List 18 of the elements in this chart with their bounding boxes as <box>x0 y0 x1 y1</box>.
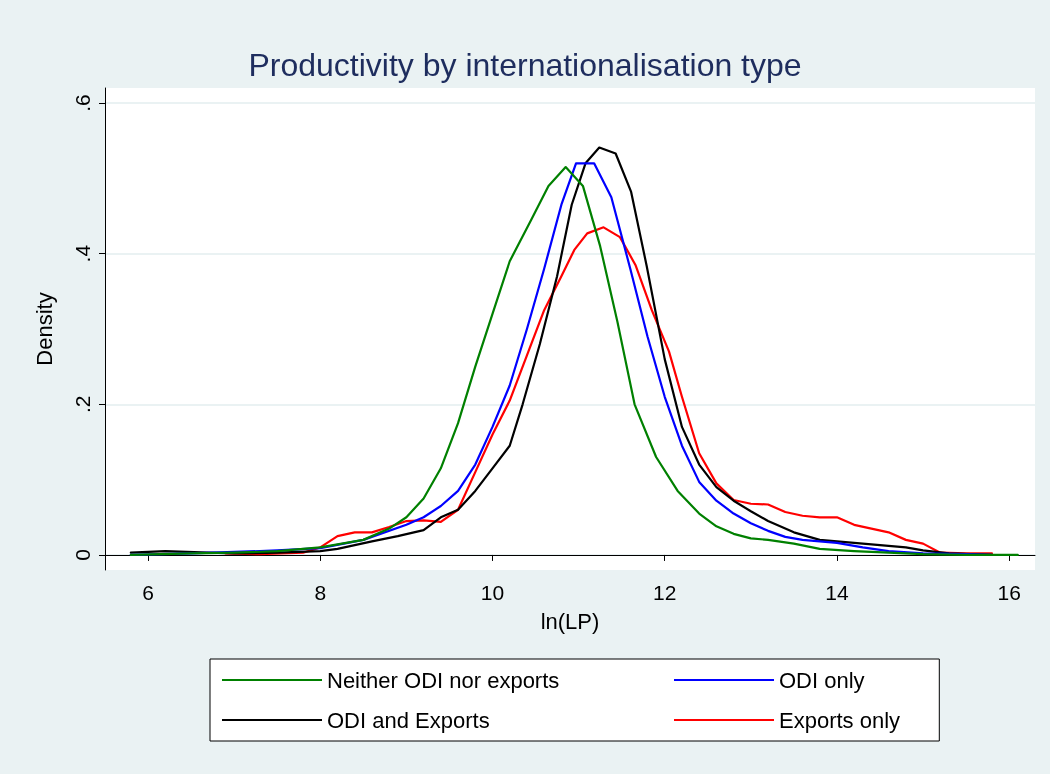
x-tick-label: 14 <box>825 581 849 604</box>
chart-title: Productivity by internationalisation type <box>248 47 802 83</box>
y-tick-label: .4 <box>71 244 94 263</box>
legend-label: ODI only <box>779 667 865 693</box>
y-tick-label: 0 <box>71 549 94 561</box>
x-tick-label: 6 <box>142 581 154 604</box>
legend-label: Exports only <box>779 707 901 733</box>
x-tick-label: 8 <box>314 581 327 604</box>
x-axis-title: ln(LP) <box>540 608 600 634</box>
x-tick-label: 16 <box>997 581 1021 604</box>
y-tick-label: .2 <box>71 395 94 414</box>
y-axis-title: Density <box>31 292 57 366</box>
y-tick-label: .6 <box>71 94 94 112</box>
x-tick-label: 10 <box>480 581 505 604</box>
legend-label: ODI and Exports <box>327 707 490 733</box>
x-tick-label: 12 <box>653 581 677 604</box>
legend-label: Neither ODI nor exports <box>327 667 560 693</box>
line-series <box>224 226 994 556</box>
